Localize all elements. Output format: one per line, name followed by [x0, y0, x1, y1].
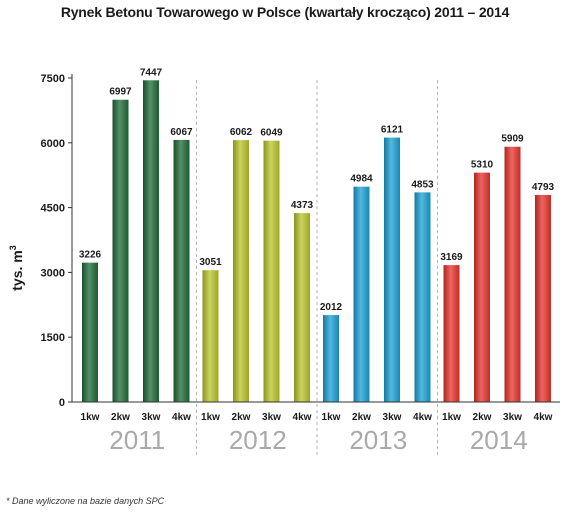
bar-2012-1kw — [202, 270, 219, 402]
bar-2012-2kw — [233, 140, 249, 403]
group-label-2012: 2012 — [229, 425, 287, 455]
bar-2013-3kw — [384, 137, 400, 402]
category-label-2012-1kw: 1kw — [201, 412, 220, 423]
bars — [82, 80, 551, 403]
y-ticks: 0 1500 3000 4500 6000 7500 — [41, 73, 72, 409]
category-label-2011-2kw: 2kw — [111, 412, 130, 423]
value-label-2013-2kw: 4984 — [350, 174, 373, 185]
bar-2014-2kw — [474, 172, 490, 402]
chart-title: Rynek Betonu Towarowego w Polsce (kwarta… — [60, 4, 510, 20]
value-labels: 3226 6997 7447 6067 3051 6062 6049 4373 2012 4984… — [79, 67, 555, 313]
bar-2012-4kw — [294, 213, 310, 402]
value-label-2012-1kw: 3051 — [199, 257, 222, 268]
value-label-2012-4kw: 4373 — [291, 200, 314, 211]
x-labels: 1kw 2kw 3kw 4kw 1kw 2kw 3kw 4kw 1kw 2kw 3kw 4kw 1kw 2… — [81, 412, 553, 423]
y-tick-label-4500: 4500 — [41, 203, 65, 215]
bar-2011-3kw — [143, 80, 159, 402]
bar-2013-2kw — [353, 186, 370, 402]
value-label-2012-3kw: 6049 — [260, 128, 283, 139]
value-label-2013-4kw: 4853 — [411, 179, 434, 190]
bar-2011-4kw — [173, 139, 190, 403]
value-label-2011-1kw: 3226 — [79, 250, 102, 261]
category-label-2012-4kw: 4kw — [293, 412, 312, 423]
footnote: * Dane wyliczone na bazie danych SPC — [6, 496, 165, 506]
bar-2014-3kw — [504, 146, 521, 402]
value-label-2014-2kw: 5310 — [471, 160, 494, 171]
group-labels: 2011 2012 2013 2014 — [109, 425, 527, 455]
axes — [71, 74, 560, 403]
group-label-2014: 2014 — [470, 425, 528, 455]
category-label-2014-4kw: 4kw — [534, 412, 553, 423]
category-label-2014-1kw: 1kw — [442, 412, 461, 423]
bar-2013-1kw — [323, 315, 339, 402]
y-tick-label-7500: 7500 — [41, 73, 65, 85]
category-label-2012-3kw: 3kw — [262, 412, 281, 423]
y-tick-label-0: 0 — [59, 397, 65, 409]
value-label-2011-4kw: 6067 — [170, 127, 193, 138]
category-label-2012-2kw: 2kw — [232, 412, 251, 423]
category-label-2013-1kw: 1kw — [322, 412, 341, 423]
value-label-2011-3kw: 7447 — [140, 67, 163, 78]
bar-2011-1kw — [82, 262, 98, 402]
group-label-2013: 2013 — [349, 425, 407, 455]
value-label-2014-4kw: 4793 — [532, 182, 555, 193]
y-tick-label-6000: 6000 — [41, 138, 65, 150]
category-label-2011-4kw: 4kw — [172, 412, 191, 423]
value-label-2013-1kw: 2012 — [320, 302, 343, 313]
value-label-2012-2kw: 6062 — [230, 127, 253, 138]
group-label-2011: 2011 — [109, 425, 165, 455]
bar-2014-1kw — [443, 265, 460, 402]
bar-2011-2kw — [112, 99, 129, 402]
bar-2013-4kw — [414, 192, 431, 402]
y-axis-label: tys. m3 — [8, 245, 25, 290]
bar-2012-3kw — [263, 140, 280, 402]
bar-2014-4kw — [535, 194, 551, 402]
category-label-2014-3kw: 3kw — [503, 412, 522, 423]
value-label-2011-2kw: 6997 — [109, 87, 132, 98]
value-label-2014-3kw: 5909 — [501, 134, 524, 145]
category-label-2014-2kw: 2kw — [473, 412, 492, 423]
group-separators — [196, 80, 438, 458]
y-tick-label-3000: 3000 — [41, 267, 65, 279]
category-label-2011-3kw: 3kw — [142, 412, 161, 423]
category-label-2013-4kw: 4kw — [413, 412, 432, 423]
y-tick-label-1500: 1500 — [41, 332, 65, 344]
value-label-2013-3kw: 6121 — [381, 125, 404, 136]
category-label-2013-3kw: 3kw — [383, 412, 402, 423]
category-label-2013-2kw: 2kw — [352, 412, 371, 423]
value-label-2014-1kw: 3169 — [440, 252, 463, 263]
category-label-2011-1kw: 1kw — [81, 412, 100, 423]
